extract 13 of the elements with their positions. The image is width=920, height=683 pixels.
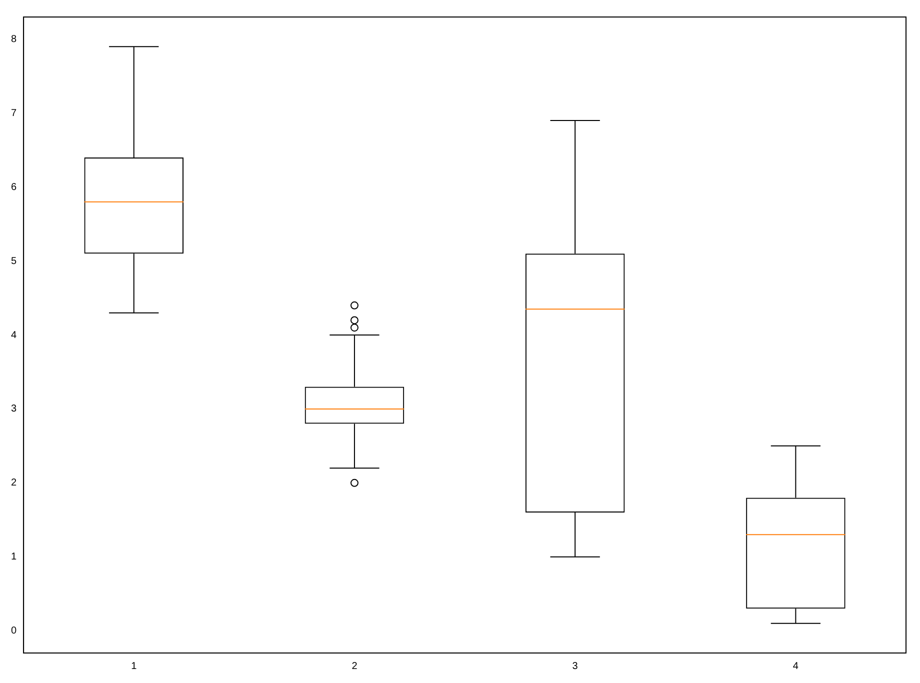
- y-tick-label: 8: [11, 34, 17, 45]
- x-tick-label: 3: [572, 660, 578, 672]
- x-tick-label: 1: [131, 660, 138, 672]
- y-tick-label: 1: [11, 552, 17, 563]
- y-tick-label: 6: [11, 182, 17, 193]
- y-tick-label: 4: [11, 330, 17, 341]
- y-tick-label: 3: [11, 404, 17, 415]
- y-tick-label: 0: [11, 626, 17, 637]
- y-tick-label: 2: [11, 478, 17, 489]
- y-tick-label: 5: [11, 256, 17, 267]
- x-tick-label: 2: [352, 660, 358, 672]
- y-tick-label: 7: [11, 108, 17, 119]
- x-tick-label: 4: [792, 660, 799, 672]
